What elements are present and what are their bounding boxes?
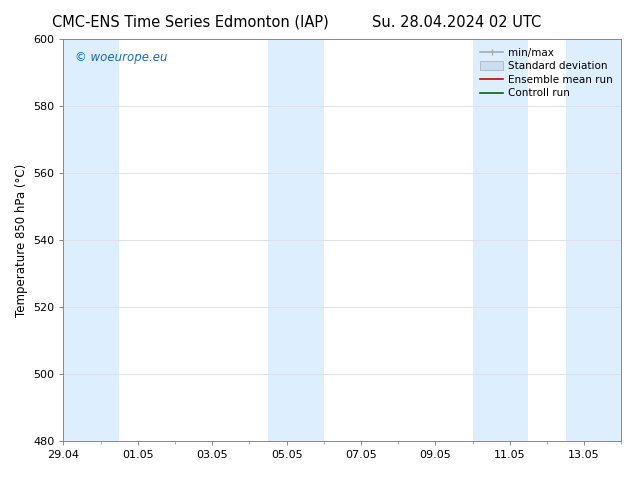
Bar <box>472 39 528 441</box>
Bar <box>63 39 119 441</box>
Bar <box>566 39 621 441</box>
Text: Su. 28.04.2024 02 UTC: Su. 28.04.2024 02 UTC <box>372 15 541 30</box>
Text: CMC-ENS Time Series Edmonton (IAP): CMC-ENS Time Series Edmonton (IAP) <box>52 15 328 30</box>
Y-axis label: Temperature 850 hPa (°C): Temperature 850 hPa (°C) <box>15 164 27 317</box>
Bar <box>268 39 324 441</box>
Legend: min/max, Standard deviation, Ensemble mean run, Controll run: min/max, Standard deviation, Ensemble me… <box>477 45 616 101</box>
Text: © woeurope.eu: © woeurope.eu <box>75 51 167 64</box>
